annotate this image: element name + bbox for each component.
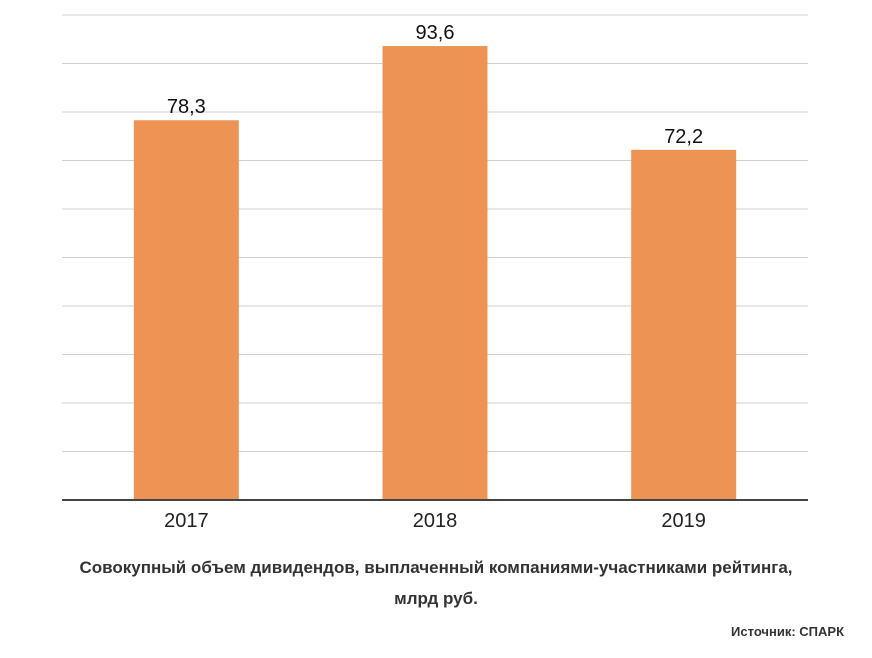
bar-2018 [382, 46, 488, 500]
bar-2019 [631, 149, 737, 500]
bar-chart: 78,3 93,6 72,2 2017 2018 2019 [62, 14, 808, 532]
tick-label-2017: 2017 [164, 510, 209, 532]
x-tick-labels: 2017 2018 2019 [164, 510, 706, 532]
data-label-2019: 72,2 [664, 126, 703, 148]
chart-unit: млрд руб. [394, 589, 478, 608]
tick-label-2019: 2019 [661, 510, 706, 532]
data-labels: 78,3 93,6 72,2 [167, 22, 703, 148]
data-label-2017: 78,3 [167, 96, 206, 118]
chart-title: Совокупный объем дивидендов, выплаченный… [79, 558, 793, 577]
bar-2017 [133, 120, 239, 501]
source-note: Источник: СПАРК [731, 624, 844, 639]
bars [133, 46, 737, 501]
tick-label-2018: 2018 [413, 510, 458, 532]
data-label-2018: 93,6 [416, 22, 455, 44]
